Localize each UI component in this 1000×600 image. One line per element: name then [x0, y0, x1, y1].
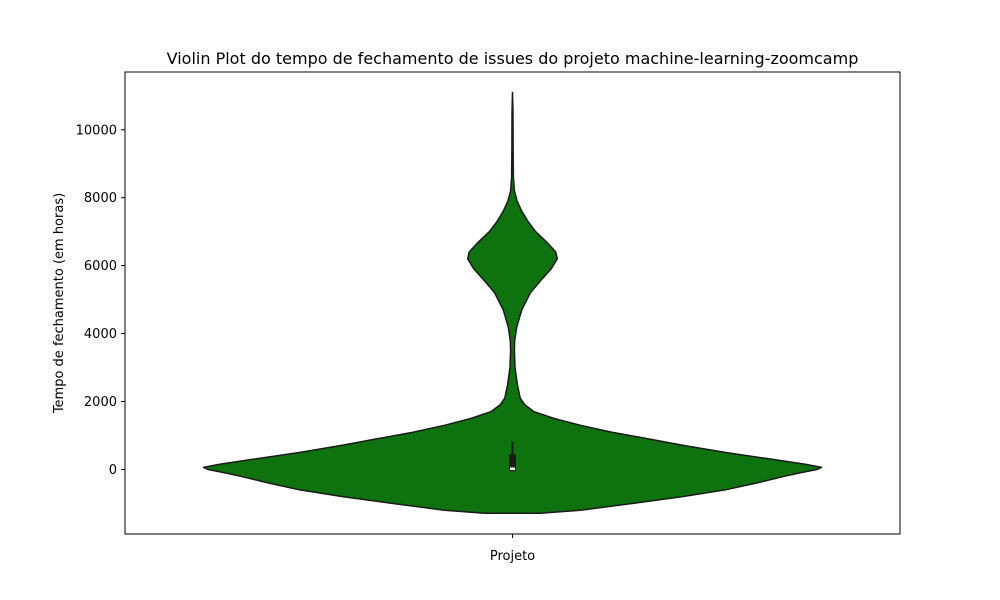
chart-title: Violin Plot do tempo de fechamento de is… — [167, 49, 859, 68]
iqr-box — [509, 454, 516, 472]
y-tick-label: 10000 — [76, 123, 117, 138]
violin-body — [202, 91, 823, 515]
axes: 0 2000 4000 6000 8000 10000 — [76, 71, 901, 538]
median-marker — [510, 467, 515, 471]
y-tick-label: 8000 — [84, 191, 117, 206]
y-tick-label: 0 — [109, 463, 117, 478]
x-axis-label: Projeto — [490, 549, 535, 564]
y-tick-label: 6000 — [84, 259, 117, 274]
y-tick-label: 2000 — [84, 395, 117, 410]
plot-area — [202, 91, 823, 515]
y-axis-label: Tempo de fechamento (em horas) — [52, 193, 67, 414]
y-tick-label: 4000 — [84, 327, 117, 342]
